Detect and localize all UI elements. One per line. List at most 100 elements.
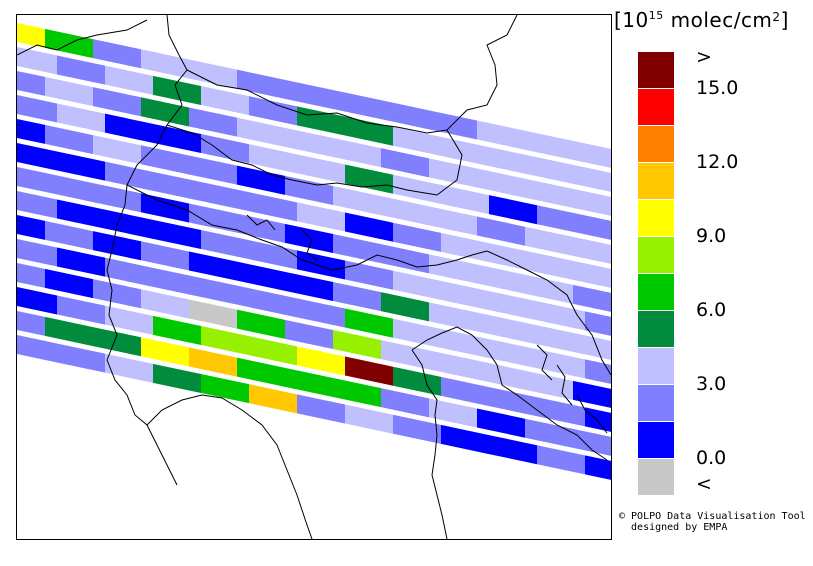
swath-pixel bbox=[573, 332, 611, 360]
swath-pixel bbox=[393, 174, 441, 204]
swath-pixel bbox=[441, 232, 489, 263]
swath-pixel bbox=[249, 336, 297, 366]
swath-pixel bbox=[249, 288, 297, 318]
swath-pixel bbox=[393, 270, 441, 300]
border-line bbox=[166, 124, 438, 196]
swath-pixel bbox=[441, 280, 489, 311]
swath-pixel bbox=[17, 166, 45, 192]
swath-pixel bbox=[201, 374, 249, 404]
swath-pixel bbox=[381, 196, 429, 226]
swath-pixel bbox=[573, 188, 611, 216]
swath-pixel bbox=[189, 251, 237, 281]
swath-pixel bbox=[333, 185, 381, 216]
swath-pixel bbox=[297, 298, 345, 328]
swath-pixel bbox=[297, 346, 345, 376]
swath-pixel bbox=[141, 337, 189, 367]
swath-pixel bbox=[141, 97, 189, 127]
swath-pixel bbox=[93, 39, 141, 69]
swath-pixel bbox=[525, 130, 573, 160]
swath-pixel bbox=[393, 414, 441, 444]
colorbar-label: < bbox=[696, 473, 712, 495]
swath-pixel bbox=[441, 376, 489, 407]
border-line bbox=[106, 15, 188, 486]
swath-pixel bbox=[17, 286, 57, 315]
swath-pixel bbox=[45, 220, 93, 251]
credit-line-2: designed by EMPA bbox=[619, 522, 728, 533]
swath-pixel bbox=[93, 135, 141, 165]
swath-pixel bbox=[489, 195, 537, 225]
swath-pixel bbox=[525, 418, 573, 448]
swath-pixel bbox=[285, 175, 333, 205]
swath-pixel bbox=[429, 398, 477, 428]
swath-pixel bbox=[573, 428, 611, 456]
colorbar-segment bbox=[638, 237, 674, 273]
swath-pixel bbox=[201, 182, 249, 212]
colorbar-segment bbox=[638, 52, 674, 88]
swath-pixel bbox=[345, 356, 393, 386]
swath-pixel bbox=[477, 312, 525, 342]
swath-pixel bbox=[489, 435, 537, 465]
swath-pixel bbox=[393, 222, 441, 252]
swath-pixel bbox=[573, 236, 611, 264]
border-line bbox=[536, 344, 553, 381]
colorbar-label: 12.0 bbox=[696, 151, 739, 173]
swath-pixel bbox=[429, 158, 477, 188]
swath-pixel bbox=[297, 106, 345, 136]
swath-pixel bbox=[17, 311, 45, 336]
swath-pixel bbox=[477, 408, 525, 438]
coastline-layer bbox=[17, 15, 611, 539]
swath-pixel bbox=[345, 164, 393, 194]
swath-pixel bbox=[345, 116, 393, 146]
swath-pixel bbox=[57, 247, 105, 277]
swath-pixel bbox=[585, 455, 611, 480]
border-line bbox=[436, 15, 518, 196]
swath-pixel bbox=[429, 302, 477, 332]
swath-pixel bbox=[237, 357, 285, 387]
swath-pixel bbox=[489, 387, 537, 417]
swath-pixel bbox=[201, 278, 249, 308]
legend-title-square: 2 bbox=[772, 10, 781, 24]
swath-pixel bbox=[105, 65, 153, 95]
swath-pixel bbox=[537, 157, 585, 187]
swath-pixel bbox=[333, 89, 381, 120]
legend-title-exponent: 15 bbox=[648, 9, 664, 22]
swath-pixel bbox=[237, 309, 285, 339]
swath-pixel bbox=[489, 243, 537, 273]
swath-pixel bbox=[345, 260, 393, 290]
swath-pixel bbox=[585, 215, 611, 240]
swath-pixel bbox=[537, 445, 585, 475]
swath-pixel bbox=[297, 202, 345, 232]
swath-pixel bbox=[585, 407, 611, 432]
swath-pixel bbox=[105, 305, 153, 335]
swath-pixel bbox=[429, 254, 477, 284]
legend-title: [1015 molec/cm2] bbox=[614, 8, 789, 32]
swath-pixel bbox=[141, 193, 189, 223]
swath-pixel bbox=[537, 205, 585, 235]
swath-pixel bbox=[105, 353, 153, 383]
swath-pixel bbox=[333, 137, 381, 168]
swath-pixel bbox=[333, 329, 381, 360]
colorbar-segment bbox=[638, 274, 674, 310]
swath-pixel bbox=[93, 327, 141, 357]
swath-pixel bbox=[45, 316, 93, 347]
swath-pixel bbox=[141, 49, 189, 79]
border-line bbox=[576, 394, 608, 434]
swath-pixel bbox=[93, 279, 141, 309]
swath-pixel bbox=[525, 370, 573, 400]
colorbar-label: 15.0 bbox=[696, 77, 739, 99]
swath-pixel bbox=[333, 281, 381, 312]
swath-pixel bbox=[249, 384, 297, 414]
swath-pixel bbox=[249, 240, 297, 270]
swath-pixel bbox=[201, 326, 249, 356]
swath-pixel bbox=[153, 363, 201, 394]
colorbar-segment bbox=[638, 422, 674, 458]
swath-pixel bbox=[297, 154, 345, 184]
swath-pixel bbox=[393, 366, 441, 396]
colorbar-segment bbox=[638, 459, 674, 495]
swath-pixel bbox=[105, 257, 153, 287]
swath-pixel bbox=[381, 148, 429, 178]
swath-pixel bbox=[285, 271, 333, 301]
swath-pixel bbox=[345, 404, 393, 434]
colorbar-segment bbox=[638, 163, 674, 199]
colorbar-label: 0.0 bbox=[696, 447, 727, 469]
